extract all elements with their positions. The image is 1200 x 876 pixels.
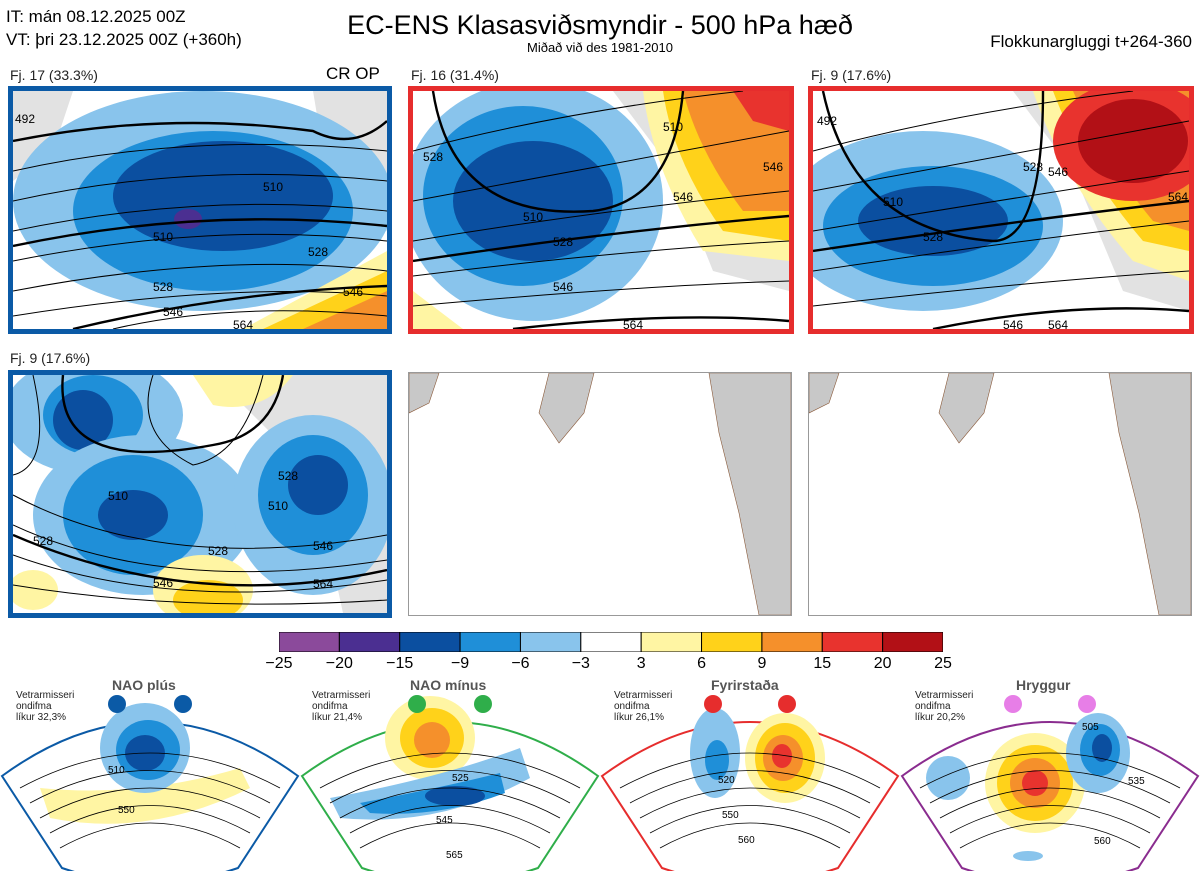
colorbar-tick-label: −3 (571, 655, 590, 672)
panel-label-1: Fj. 17 (33.3%) (10, 67, 98, 83)
regime-contour-label: 565 (446, 850, 463, 861)
classification-window: Flokkunargluggi t+264-360 (990, 32, 1192, 51)
colorbar-swatch (701, 631, 763, 653)
regime-contour-label: 535 (1128, 776, 1145, 787)
regime-info-blocking: Vetrarmisseri ondifma líkur 26,1% (614, 690, 673, 723)
regime-contour-label: 505 (1082, 722, 1099, 733)
regime-info-ridge: Vetrarmisseri ondifma líkur 20,2% (915, 690, 974, 723)
regime-name-ridge: Hryggur (1016, 677, 1071, 693)
contour-label: 528 (423, 150, 443, 164)
contour-label: 528 (153, 280, 173, 294)
panel-label-4: Fj. 9 (17.6%) (10, 350, 91, 366)
colorbar-swatch (399, 631, 461, 653)
contour-label: 546 (553, 280, 573, 294)
colorbar-swatches (278, 631, 944, 653)
panel-label-3: Fj. 9 (17.6%) (811, 67, 892, 83)
colorbar-swatch (761, 631, 823, 653)
contour-label: 528 (33, 534, 53, 548)
contour-label: 564 (313, 577, 333, 591)
colorbar-swatch (278, 631, 340, 653)
contour-label: 492 (817, 114, 837, 128)
regime-nao-plus: 510 550 (0, 695, 300, 876)
regime-contour-label: 525 (452, 773, 469, 784)
contour-label: 528 (308, 245, 328, 259)
chart-subtitle: Miðað við des 1981-2010 (527, 40, 673, 55)
colorbar-swatch (580, 631, 642, 653)
colorbar-ticks: −25 −20 −15 −9 −6 −3 3 6 9 15 20 25 (259, 655, 963, 675)
chart-title: EC-ENS Klasasviðsmyndir - 500 hPa hæð (347, 10, 853, 40)
cluster-map-3: 492 510 528 528 546 546 564 564 (808, 86, 1194, 334)
colorbar-swatch (519, 631, 582, 653)
regime-contour-label: 560 (738, 835, 755, 846)
valid-time: VT: þri 23.12.2025 00Z (+360h) (6, 30, 242, 49)
contour-label: 564 (623, 318, 643, 329)
contour-label: 510 (883, 195, 903, 209)
colorbar-tick-label: −15 (386, 655, 414, 672)
contour-label: 510 (263, 180, 283, 194)
colorbar-tick-label: 9 (757, 655, 767, 672)
contour-label: 510 (268, 499, 288, 513)
colorbar-tick-label: 15 (813, 655, 832, 672)
regime-contour-label: 510 (108, 765, 125, 776)
regime-nao-minus: 525 545 565 (300, 695, 600, 876)
regime-contour-label: 545 (436, 815, 453, 826)
contour-label: 546 (763, 160, 783, 174)
regime-contour-label: 560 (1094, 836, 1111, 847)
colorbar-swatch (821, 631, 884, 653)
contour-label: 546 (313, 539, 333, 553)
contour-label: 528 (278, 469, 298, 483)
colorbar-tick-label: 3 (636, 655, 646, 672)
contour-label: 528 (1023, 160, 1043, 174)
contour-label: 564 (233, 318, 253, 329)
colorbar-tick-label: −6 (511, 655, 530, 672)
contour-label: 546 (1048, 165, 1068, 179)
cr-op-label: CR OP (326, 64, 380, 83)
contour-label: 510 (108, 489, 128, 503)
empty-map-2 (808, 372, 1192, 616)
regime-blocking: 520 550 560 (600, 695, 900, 876)
panel-label-2: Fj. 16 (31.4%) (411, 67, 499, 83)
contour-label: 546 (343, 285, 363, 299)
colorbar-swatch (338, 631, 401, 653)
regime-name-nao-minus: NAO mínus (410, 677, 487, 693)
colorbar (278, 631, 944, 653)
regime-info-nao-plus: Vetrarmisseri ondifma líkur 32,3% (16, 690, 75, 723)
cluster-map-2: 528 510 528 546 546 546 564 510 (408, 86, 794, 334)
empty-map-1 (408, 372, 792, 616)
cluster-map-1: 492 510 510 528 546 546 564 528 (8, 86, 392, 334)
contour-label: 528 (923, 230, 943, 244)
regime-contour-label: 550 (118, 805, 135, 816)
regime-info-nao-minus: Vetrarmisseri ondifma líkur 21,4% (312, 690, 371, 723)
regime-name-nao-plus: NAO plús (112, 677, 176, 693)
colorbar-tick-label: −9 (450, 655, 470, 672)
contour-label: 492 (15, 112, 35, 126)
contour-label: 528 (553, 235, 573, 249)
contour-label: 528 (208, 544, 228, 558)
colorbar-swatch (640, 631, 703, 653)
issue-time: IT: mán 08.12.2025 00Z (6, 7, 186, 26)
regime-row: 510 550 525 545 565 (0, 678, 1200, 876)
contour-label: 546 (673, 190, 693, 204)
regime-ridge: 505 535 560 (900, 695, 1200, 876)
regime-contour-label: 550 (722, 810, 739, 821)
colorbar-swatch (882, 631, 944, 653)
colorbar-swatch (459, 631, 521, 653)
contour-label: 546 (1003, 318, 1023, 329)
contour-label: 510 (663, 120, 683, 134)
cluster-map-4: 510 528 528 546 510 546 564 528 (8, 370, 392, 618)
colorbar-tick-label: 6 (697, 655, 706, 672)
colorbar-tick-label: 25 (934, 655, 952, 672)
contour-label: 510 (523, 210, 543, 224)
contour-label: 564 (1168, 190, 1188, 204)
colorbar-tick-label: −20 (325, 655, 353, 672)
contour-label: 510 (153, 230, 173, 244)
header-dates: IT: mán 08.12.2025 00Z VT: þri 23.12.202… (6, 5, 242, 51)
colorbar-tick-label: 20 (873, 655, 892, 672)
colorbar-tick-label: −25 (265, 655, 293, 672)
contour-label: 564 (1048, 318, 1068, 329)
regime-name-blocking: Fyrirstaða (711, 677, 779, 693)
contour-label: 546 (163, 305, 183, 319)
contour-label: 546 (153, 576, 173, 590)
regime-contour-label: 520 (718, 775, 735, 786)
